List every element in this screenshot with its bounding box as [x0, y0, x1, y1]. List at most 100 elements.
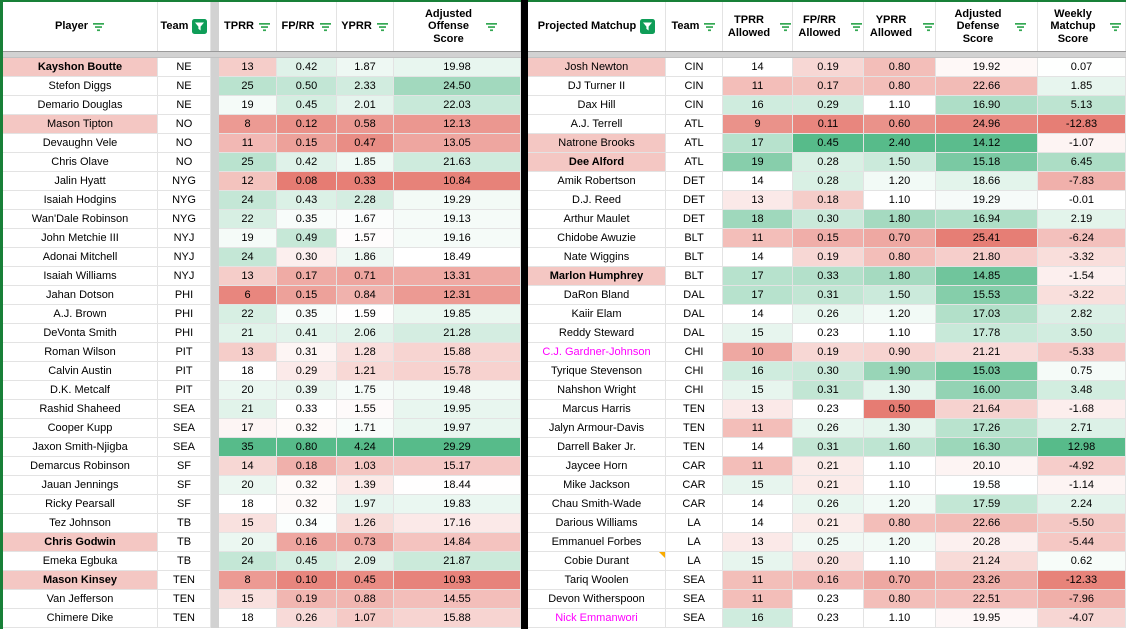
stat-cell-yprr-allowed[interactable]: 1.20	[864, 495, 936, 514]
matchup-cell[interactable]: Mike Jackson	[528, 476, 666, 495]
stat-cell-adjusted-offense-score[interactable]: 19.16	[394, 229, 521, 248]
stat-cell-tprr[interactable]: 15	[219, 590, 277, 609]
stat-cell-yprr[interactable]: 1.71	[337, 419, 394, 438]
stat-cell-adjusted-defense-score[interactable]: 21.80	[936, 248, 1038, 267]
stat-cell-tprr-allowed[interactable]: 15	[723, 476, 793, 495]
stat-cell-yprr[interactable]: 1.55	[337, 400, 394, 419]
stat-cell-tprr-allowed[interactable]: 18	[723, 210, 793, 229]
stat-cell-weekly-matchup-score[interactable]: -0.01	[1038, 191, 1126, 210]
stat-cell-yprr-allowed[interactable]: 1.20	[864, 172, 936, 191]
team-cell[interactable]: SF	[158, 495, 211, 514]
filter-active-icon[interactable]	[640, 19, 656, 34]
stat-cell-yprr[interactable]: 1.39	[337, 476, 394, 495]
team-cell[interactable]: SF	[158, 476, 211, 495]
team-cell[interactable]: SF	[158, 457, 211, 476]
stat-cell-fp-rr-allowed[interactable]: 0.31	[793, 438, 864, 457]
stat-cell-fp-rr-allowed[interactable]: 0.21	[793, 514, 864, 533]
stat-cell-fp-rr-allowed[interactable]: 0.45	[793, 134, 864, 153]
matchup-cell[interactable]: Chidobe Awuzie	[528, 229, 666, 248]
team-cell[interactable]: TB	[158, 533, 211, 552]
stat-cell-tprr[interactable]: 25	[219, 153, 277, 172]
matchup-cell[interactable]: Tyrique Stevenson	[528, 362, 666, 381]
column-header-adjusted-offense-score[interactable]: Adjusted Offense Score	[394, 2, 521, 51]
player-cell[interactable]: Isaiah Hodgins	[3, 191, 158, 210]
filter-active-icon[interactable]	[192, 19, 208, 34]
stat-cell-yprr-allowed[interactable]: 1.10	[864, 324, 936, 343]
player-cell[interactable]: Demarcus Robinson	[3, 457, 158, 476]
stat-cell-weekly-matchup-score[interactable]: -1.07	[1038, 134, 1126, 153]
stat-cell-tprr[interactable]: 24	[219, 552, 277, 571]
stat-cell-weekly-matchup-score[interactable]: 3.50	[1038, 324, 1126, 343]
stat-cell-yprr[interactable]: 1.03	[337, 457, 394, 476]
stat-cell-tprr[interactable]: 13	[219, 343, 277, 362]
column-header-player[interactable]: Player	[3, 2, 158, 51]
stat-cell-tprr[interactable]: 21	[219, 400, 277, 419]
stat-cell-yprr-allowed[interactable]: 1.10	[864, 191, 936, 210]
player-cell[interactable]: Mason Kinsey	[3, 571, 158, 590]
stat-cell-fp-rr[interactable]: 0.19	[277, 590, 337, 609]
filter-lines-icon[interactable]	[92, 22, 105, 32]
stat-cell-yprr-allowed[interactable]: 0.90	[864, 343, 936, 362]
stat-cell-adjusted-offense-score[interactable]: 19.97	[394, 419, 521, 438]
stat-cell-weekly-matchup-score[interactable]: -5.50	[1038, 514, 1126, 533]
team-cell[interactable]: DET	[666, 210, 723, 229]
stat-cell-tprr-allowed[interactable]: 10	[723, 343, 793, 362]
stat-cell-weekly-matchup-score[interactable]: 2.71	[1038, 419, 1126, 438]
team-cell[interactable]: NYG	[158, 172, 211, 191]
stat-cell-adjusted-offense-score[interactable]: 29.29	[394, 438, 521, 457]
filter-lines-icon[interactable]	[1109, 22, 1122, 32]
stat-cell-yprr[interactable]: 0.45	[337, 571, 394, 590]
player-cell[interactable]: Cooper Kupp	[3, 419, 158, 438]
column-header-yprr[interactable]: YPRR	[337, 2, 394, 51]
stat-cell-adjusted-defense-score[interactable]: 17.78	[936, 324, 1038, 343]
stat-cell-adjusted-defense-score[interactable]: 19.92	[936, 58, 1038, 77]
stat-cell-tprr-allowed[interactable]: 16	[723, 362, 793, 381]
stat-cell-fp-rr-allowed[interactable]: 0.29	[793, 96, 864, 115]
stat-cell-tprr-allowed[interactable]: 9	[723, 115, 793, 134]
player-cell[interactable]: Calvin Austin	[3, 362, 158, 381]
stat-cell-tprr-allowed[interactable]: 14	[723, 514, 793, 533]
stat-cell-yprr-allowed[interactable]: 1.10	[864, 96, 936, 115]
stat-cell-adjusted-offense-score[interactable]: 15.88	[394, 343, 521, 362]
filter-lines-icon[interactable]	[1014, 22, 1027, 32]
stat-cell-tprr-allowed[interactable]: 15	[723, 381, 793, 400]
stat-cell-fp-rr[interactable]: 0.42	[277, 153, 337, 172]
column-header-team[interactable]: Team	[666, 2, 723, 51]
stat-cell-weekly-matchup-score[interactable]: -12.33	[1038, 571, 1126, 590]
stat-cell-fp-rr-allowed[interactable]: 0.23	[793, 324, 864, 343]
matchup-cell[interactable]: C.J. Gardner-Johnson	[528, 343, 666, 362]
stat-cell-adjusted-offense-score[interactable]: 18.49	[394, 248, 521, 267]
player-cell[interactable]: Rashid Shaheed	[3, 400, 158, 419]
matchup-cell[interactable]: Nick Emmanwori	[528, 609, 666, 628]
stat-cell-fp-rr-allowed[interactable]: 0.21	[793, 457, 864, 476]
team-cell[interactable]: SEA	[158, 419, 211, 438]
stat-cell-fp-rr-allowed[interactable]: 0.26	[793, 495, 864, 514]
stat-cell-tprr-allowed[interactable]: 13	[723, 533, 793, 552]
stat-cell-adjusted-offense-score[interactable]: 10.93	[394, 571, 521, 590]
stat-cell-fp-rr-allowed[interactable]: 0.15	[793, 229, 864, 248]
stat-cell-tprr-allowed[interactable]: 11	[723, 457, 793, 476]
stat-cell-fp-rr[interactable]: 0.17	[277, 267, 337, 286]
stat-cell-yprr-allowed[interactable]: 1.10	[864, 476, 936, 495]
stat-cell-fp-rr-allowed[interactable]: 0.19	[793, 248, 864, 267]
stat-cell-weekly-matchup-score[interactable]: -7.96	[1038, 590, 1126, 609]
stat-cell-yprr[interactable]: 1.67	[337, 210, 394, 229]
stat-cell-tprr-allowed[interactable]: 11	[723, 77, 793, 96]
stat-cell-adjusted-offense-score[interactable]: 15.78	[394, 362, 521, 381]
stat-cell-tprr[interactable]: 24	[219, 248, 277, 267]
filter-lines-icon[interactable]	[922, 22, 935, 32]
team-cell[interactable]: CHI	[666, 343, 723, 362]
stat-cell-yprr-allowed[interactable]: 0.80	[864, 514, 936, 533]
filter-lines-icon[interactable]	[319, 22, 332, 32]
stat-cell-fp-rr[interactable]: 0.35	[277, 305, 337, 324]
stat-cell-fp-rr-allowed[interactable]: 0.20	[793, 552, 864, 571]
team-cell[interactable]: NE	[158, 77, 211, 96]
stat-cell-yprr[interactable]: 1.28	[337, 343, 394, 362]
player-cell[interactable]: Jauan Jennings	[3, 476, 158, 495]
team-cell[interactable]: PIT	[158, 381, 211, 400]
stat-cell-weekly-matchup-score[interactable]: -1.14	[1038, 476, 1126, 495]
player-cell[interactable]: John Metchie III	[3, 229, 158, 248]
stat-cell-fp-rr[interactable]: 0.34	[277, 514, 337, 533]
filter-lines-icon[interactable]	[258, 22, 271, 32]
team-cell[interactable]: CIN	[666, 58, 723, 77]
